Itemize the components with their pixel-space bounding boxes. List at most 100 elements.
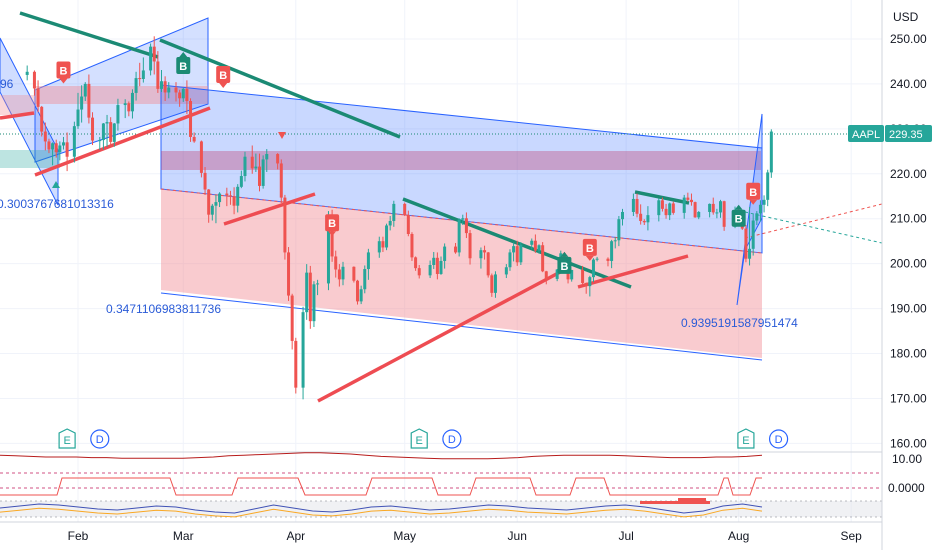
- marker-label-0: B: [179, 61, 187, 73]
- candle-body-127: [617, 219, 621, 241]
- candle-body-120: [584, 282, 588, 287]
- candle-body-35: [174, 87, 178, 93]
- candle-body-20: [109, 122, 113, 142]
- candle-body-57: [265, 154, 269, 160]
- price-tag-bg: [885, 125, 932, 142]
- candle-body-130: [635, 198, 639, 214]
- candle-body-153: [748, 248, 752, 259]
- candle-body-109: [530, 240, 534, 245]
- trend-red-feb: [34, 106, 211, 177]
- buy-marker-0[interactable]: B: [176, 51, 191, 74]
- candle-body-18: [101, 123, 105, 141]
- candle-body-146: [715, 212, 719, 214]
- candle-body-75: [356, 280, 360, 302]
- sell-marker-4[interactable]: B: [216, 65, 231, 88]
- candle-body-1: [32, 71, 36, 89]
- x-tick-labels: Feb Mar Apr May Jun Jul Aug Sep: [68, 529, 863, 543]
- x-tick-jul: Jul: [618, 529, 633, 543]
- candle-body-90: [432, 257, 436, 265]
- projection-red-dash: [744, 203, 882, 239]
- sell-marker-5[interactable]: B: [325, 214, 340, 237]
- candle-body-42: [203, 172, 207, 190]
- candle-body-97: [464, 218, 468, 234]
- price-axis[interactable]: USD 250.00240.00230.00220.00210.00200.00…: [881, 0, 932, 550]
- candle-body-47: [225, 193, 229, 196]
- candle-body-140: [686, 197, 690, 200]
- current-price-tag: AAPL 229.35: [848, 125, 932, 142]
- candle-body-74: [352, 266, 356, 281]
- candle-body-104: [504, 267, 508, 275]
- candle-body-9: [61, 142, 65, 146]
- candle-body-52: [243, 156, 247, 177]
- earnings-event-2[interactable]: E: [410, 428, 428, 449]
- candle-body-133: [646, 215, 650, 223]
- channel-main-pink: [161, 189, 762, 358]
- candle-body-131: [639, 213, 643, 221]
- candle-body-113: [544, 271, 548, 279]
- candle-body-119: [581, 269, 585, 283]
- sell-marker-3[interactable]: B: [56, 61, 71, 84]
- candle-body-48: [228, 195, 232, 197]
- candle-body-156: [758, 204, 762, 214]
- candle-body-100: [483, 250, 487, 253]
- candle-body-94: [454, 246, 458, 253]
- zone-left-green: [0, 150, 60, 168]
- annotation-2: 0.3471106983811736: [106, 302, 221, 316]
- projection-green-dash: [744, 211, 882, 244]
- svg-text:D: D: [448, 434, 456, 446]
- candle-body-73: [341, 266, 345, 280]
- dividend-event-3[interactable]: D: [442, 429, 462, 449]
- candle-body-134: [657, 200, 661, 216]
- dividend-event-1[interactable]: D: [90, 429, 110, 449]
- candle-body-28: [141, 70, 145, 79]
- symbol-name: AAPL: [852, 129, 880, 141]
- candle-body-62: [290, 295, 294, 341]
- candle-body-155: [755, 213, 759, 221]
- y-tick-190: 190.00: [890, 302, 927, 316]
- trend-red-jun-jul: [577, 254, 689, 289]
- y-tick-160: 160.00: [890, 436, 927, 450]
- signal-markers: B B B B B B B B: [56, 51, 761, 274]
- buy-marker-2[interactable]: B: [731, 204, 746, 227]
- osc-red-bar-2: [678, 498, 706, 501]
- trend-green-jan: [19, 11, 159, 59]
- candle-body-123: [595, 258, 599, 260]
- x-tick-feb: Feb: [68, 529, 89, 543]
- buy-marker-1[interactable]: B: [557, 251, 572, 274]
- trend-green-jul: [634, 190, 690, 205]
- osc-red-bar-1: [640, 501, 710, 504]
- candle-body-91: [435, 257, 439, 274]
- trend-red-mar: [223, 192, 316, 226]
- candle-body-143: [697, 211, 701, 218]
- candle-body-152: [744, 228, 748, 259]
- candle-body-21: [112, 123, 116, 142]
- candle-body-158: [766, 172, 770, 200]
- candle-body-12: [76, 109, 80, 127]
- candle-body-51: [239, 176, 243, 187]
- sell-marker-6[interactable]: B: [582, 238, 597, 261]
- candle-body-83: [392, 203, 396, 221]
- candle-body-132: [642, 220, 646, 223]
- candle-body-70: [330, 216, 334, 257]
- candle-body-141: [689, 199, 693, 203]
- sell-marker-7[interactable]: B: [746, 182, 761, 205]
- trend-green-mar-apr: [159, 38, 401, 139]
- earnings-event-4[interactable]: E: [737, 428, 755, 449]
- y-tick-240: 240.00: [890, 77, 927, 91]
- dividend-event-5[interactable]: D: [768, 429, 789, 449]
- candle-body-50: [236, 186, 240, 206]
- candle-body-30: [152, 46, 156, 62]
- svg-text:E: E: [742, 435, 749, 447]
- marker-label-2: B: [735, 214, 743, 226]
- candle-body-81: [385, 225, 389, 248]
- candle-body-111: [537, 245, 541, 251]
- candle-body-95: [457, 219, 461, 253]
- time-axis[interactable]: Feb Mar Apr May Jun Jul Aug Sep: [0, 521, 882, 543]
- earnings-event-0[interactable]: E: [58, 428, 76, 449]
- candle-body-63: [294, 340, 298, 388]
- candle-body-101: [486, 252, 490, 276]
- candle-body-69: [326, 216, 330, 284]
- candle-body-84: [403, 203, 407, 216]
- candle-body-128: [621, 211, 624, 220]
